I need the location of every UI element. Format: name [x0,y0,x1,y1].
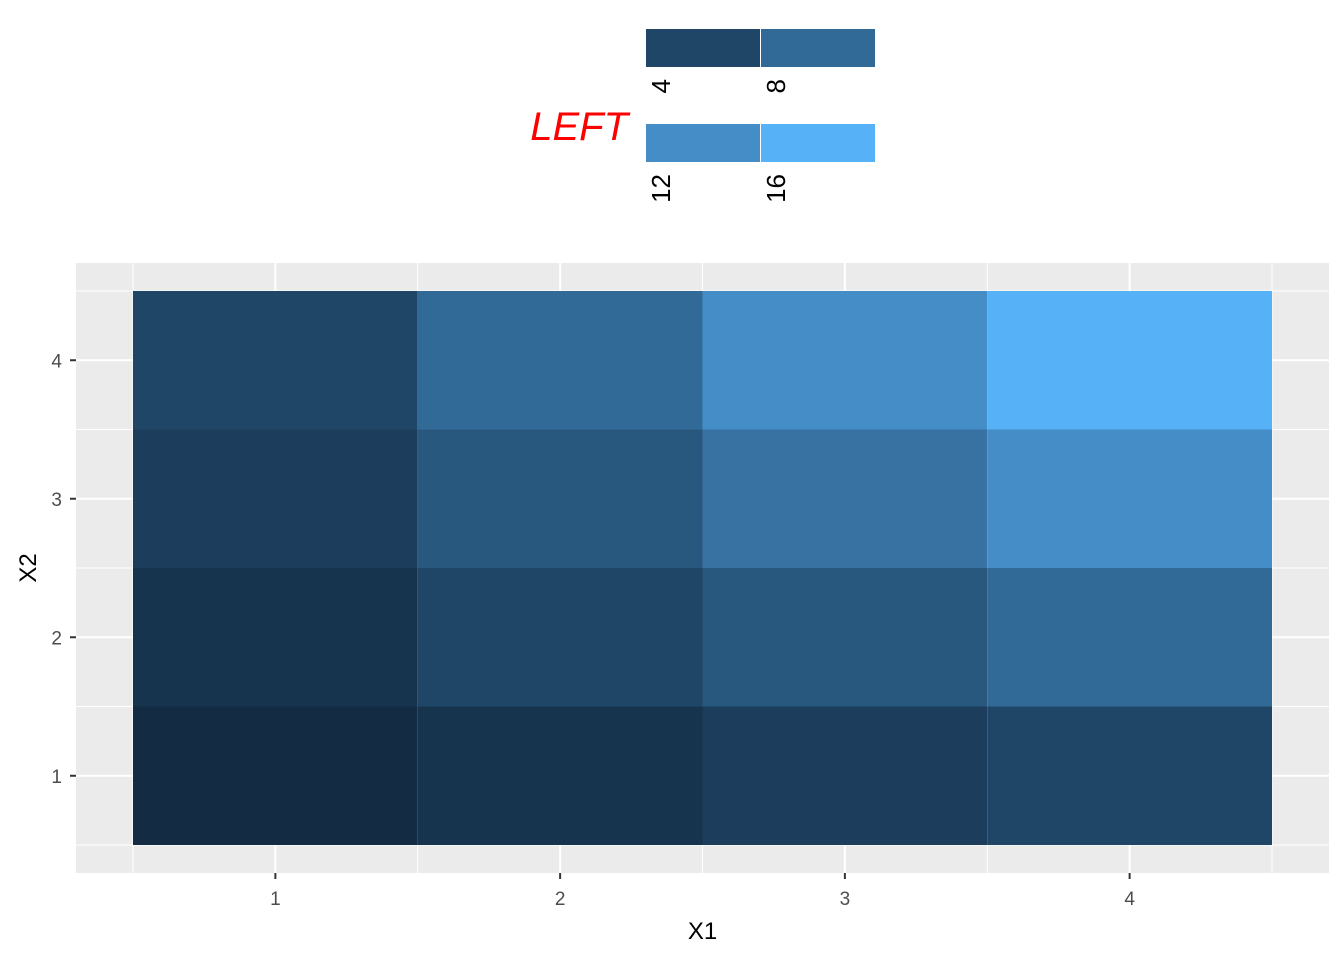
heatmap-cell [702,429,988,568]
axis-ticks: 1 2 3 4 1 2 3 4 [51,351,1135,910]
legend-key [761,29,875,67]
heatmap-cell [417,706,703,845]
legend-title: LEFT [530,105,630,149]
heatmap-cell [702,568,988,707]
x-tick-label: 3 [840,889,851,910]
legend-label: 16 [761,174,791,203]
legend-label: 12 [646,174,676,203]
heatmap-cell [133,568,418,707]
heatmap-cell [133,291,418,430]
heatmap-cell [702,291,988,430]
legend-key [761,124,875,162]
x-tick-label: 4 [1124,889,1135,910]
heatmap-cell [417,429,703,568]
heatmap-cell [133,429,418,568]
heatmap-cell [987,706,1272,845]
y-tick-label: 3 [51,490,62,511]
x-tick-label: 2 [555,889,566,910]
heatmap-cell [133,706,418,845]
legend-key [646,29,760,67]
legend-key [646,124,760,162]
y-tick-label: 4 [51,351,62,372]
y-tick-label: 1 [51,767,62,788]
heatmap-cell [417,568,703,707]
y-axis-title: X2 [15,553,42,582]
x-tick-label: 1 [270,889,281,910]
y-tick-label: 2 [51,628,62,649]
heatmap-cell [987,429,1272,568]
legend-label: 4 [646,79,676,93]
heatmap-cell [987,291,1272,430]
heatmap-cell [987,568,1272,707]
heatmap-cell [417,291,703,430]
heatmap-cell [702,706,988,845]
legend-label: 8 [761,79,791,93]
legend: LEFT 4 8 12 16 [530,29,875,203]
heatmap-cells [133,291,1272,845]
x-axis-title: X1 [688,918,717,945]
